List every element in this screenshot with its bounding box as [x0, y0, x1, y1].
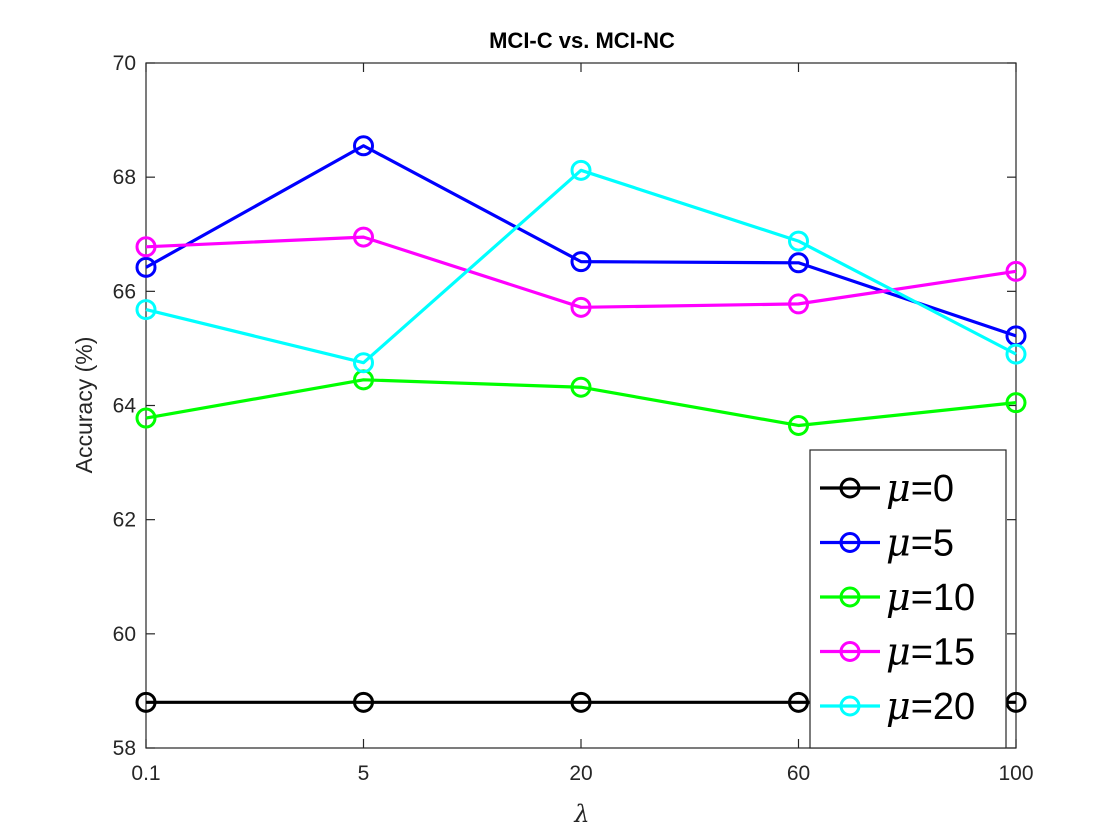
- series-layer: [135, 135, 1027, 713]
- x-axis-label: λ: [573, 800, 589, 828]
- data-point: [570, 376, 592, 398]
- legend-marker: [839, 532, 861, 553]
- legend-symbol: μ: [886, 466, 911, 510]
- legend-marker: [839, 586, 861, 608]
- series-20: [135, 159, 1027, 374]
- x-tick-label: 0.1: [131, 762, 160, 785]
- x-axis: 0.1 5 20 60 100: [131, 63, 1034, 785]
- y-tick-label: 68: [113, 166, 136, 189]
- legend-marker: [839, 641, 861, 662]
- data-point: [788, 230, 809, 252]
- legend-label: μ=0: [886, 466, 954, 510]
- legend-item: μ=15: [820, 630, 975, 674]
- legend-symbol: μ: [886, 630, 911, 674]
- y-tick-label: 62: [113, 509, 136, 532]
- y-tick-label: 66: [113, 280, 136, 303]
- data-point: [1005, 392, 1027, 414]
- data-point: [788, 691, 809, 713]
- data-point: [353, 352, 374, 374]
- series-line: [145, 144, 1017, 338]
- data-point: [353, 691, 374, 713]
- data-point: [135, 299, 157, 321]
- legend-label: μ=5: [886, 521, 954, 565]
- data-point: [353, 226, 374, 248]
- legend-label: μ=10: [886, 575, 975, 619]
- data-point: [788, 414, 809, 436]
- y-tick-label: 64: [113, 395, 137, 418]
- data-point: [1005, 260, 1027, 282]
- series-line: [145, 378, 1017, 428]
- legend-marker: [839, 695, 861, 717]
- legend-series-name: =5: [911, 523, 954, 565]
- data-point: [570, 296, 592, 318]
- legend-item: μ=20: [820, 684, 975, 728]
- data-point: [1005, 343, 1027, 365]
- legend-series-name: =20: [911, 686, 975, 728]
- data-point: [353, 135, 374, 157]
- legend-label: μ=15: [886, 630, 975, 674]
- data-point: [135, 407, 157, 429]
- series-15: [135, 226, 1027, 318]
- legend-item: μ=10: [820, 575, 975, 619]
- legend-symbol: μ: [886, 521, 911, 565]
- x-tick-label: 100: [998, 762, 1033, 785]
- legend-series-name: =0: [911, 468, 954, 510]
- legend-series-name: =15: [911, 632, 975, 674]
- legend-series-name: =10: [911, 577, 975, 619]
- legend-symbol: μ: [886, 684, 911, 728]
- series-5: [135, 135, 1027, 347]
- data-point: [135, 691, 157, 713]
- y-tick-label: 70: [113, 52, 136, 75]
- y-tick-label: 58: [113, 737, 136, 760]
- legend: μ=0μ=5μ=10μ=15μ=20: [809, 449, 1007, 749]
- data-point: [135, 256, 157, 278]
- legend-item: μ=0: [820, 466, 954, 510]
- x-tick-label: 20: [569, 762, 592, 785]
- legend-label: μ=20: [886, 684, 975, 728]
- data-point: [135, 236, 157, 258]
- y-axis: 58 60 62 64 66 68 70: [113, 52, 1016, 760]
- x-tick-label: 5: [358, 762, 370, 785]
- series-line: [145, 235, 1017, 309]
- data-point: [788, 252, 809, 274]
- x-tick-label: 60: [787, 762, 810, 785]
- legend-item: μ=5: [820, 521, 954, 565]
- legend-marker: [839, 477, 861, 499]
- data-point: [1005, 691, 1027, 713]
- data-point: [570, 251, 592, 273]
- data-point: [788, 293, 809, 315]
- data-point: [570, 691, 592, 713]
- legend-symbol: μ: [886, 575, 911, 619]
- y-tick-label: 60: [113, 623, 136, 646]
- data-point: [570, 159, 592, 181]
- chart-title: MCI-C vs. MCI-NC: [489, 28, 675, 53]
- series-line: [145, 168, 1017, 365]
- y-axis-label: Accuracy (%): [71, 337, 97, 474]
